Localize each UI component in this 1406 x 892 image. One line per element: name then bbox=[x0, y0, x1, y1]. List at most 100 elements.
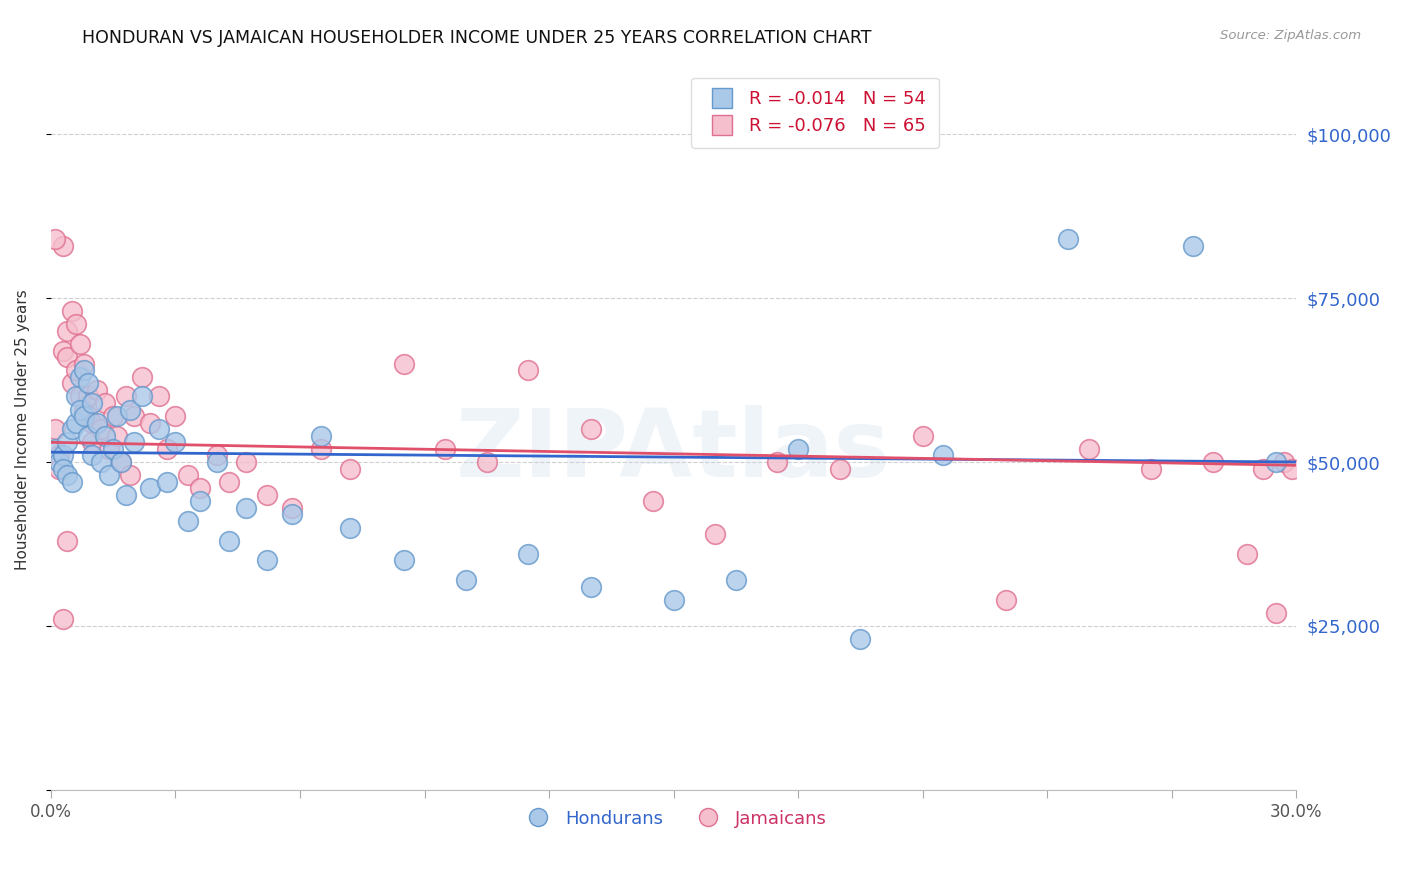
Point bbox=[256, 488, 278, 502]
Point bbox=[177, 468, 200, 483]
Point bbox=[235, 455, 257, 469]
Point bbox=[339, 520, 361, 534]
Point bbox=[235, 500, 257, 515]
Point bbox=[52, 343, 75, 358]
Point bbox=[188, 494, 211, 508]
Point bbox=[65, 389, 87, 403]
Point bbox=[1202, 455, 1225, 469]
Point bbox=[517, 363, 540, 377]
Point bbox=[56, 435, 79, 450]
Point bbox=[69, 402, 91, 417]
Point bbox=[118, 402, 141, 417]
Point bbox=[704, 527, 727, 541]
Point bbox=[105, 409, 128, 423]
Point bbox=[766, 455, 789, 469]
Point bbox=[1236, 547, 1258, 561]
Point bbox=[82, 435, 104, 450]
Point bbox=[60, 475, 83, 489]
Point bbox=[52, 449, 75, 463]
Point bbox=[148, 389, 170, 403]
Point bbox=[77, 389, 100, 403]
Point bbox=[77, 429, 100, 443]
Point bbox=[65, 363, 87, 377]
Point bbox=[148, 422, 170, 436]
Point bbox=[724, 573, 747, 587]
Point bbox=[44, 232, 66, 246]
Point bbox=[44, 422, 66, 436]
Point bbox=[994, 592, 1017, 607]
Point bbox=[787, 442, 810, 456]
Point bbox=[56, 468, 79, 483]
Point bbox=[205, 455, 228, 469]
Point bbox=[114, 389, 136, 403]
Point bbox=[156, 442, 179, 456]
Point bbox=[911, 429, 934, 443]
Point bbox=[280, 508, 302, 522]
Point bbox=[60, 304, 83, 318]
Point bbox=[110, 455, 132, 469]
Point bbox=[188, 481, 211, 495]
Point bbox=[1251, 461, 1274, 475]
Y-axis label: Householder Income Under 25 years: Householder Income Under 25 years bbox=[15, 289, 30, 570]
Point bbox=[56, 324, 79, 338]
Point bbox=[82, 416, 104, 430]
Point bbox=[309, 442, 332, 456]
Point bbox=[1140, 461, 1163, 475]
Point bbox=[256, 553, 278, 567]
Point bbox=[579, 422, 602, 436]
Point bbox=[101, 442, 124, 456]
Point bbox=[77, 409, 100, 423]
Legend: Hondurans, Jamaicans: Hondurans, Jamaicans bbox=[513, 803, 834, 835]
Point bbox=[849, 632, 872, 646]
Point bbox=[86, 416, 108, 430]
Point bbox=[177, 514, 200, 528]
Point bbox=[110, 455, 132, 469]
Point bbox=[114, 488, 136, 502]
Point bbox=[60, 376, 83, 391]
Point bbox=[48, 455, 70, 469]
Point bbox=[662, 592, 685, 607]
Point bbox=[1264, 455, 1286, 469]
Point bbox=[131, 369, 153, 384]
Point bbox=[69, 337, 91, 351]
Point bbox=[392, 357, 415, 371]
Point bbox=[69, 389, 91, 403]
Point bbox=[1077, 442, 1099, 456]
Point bbox=[122, 409, 145, 423]
Point bbox=[73, 402, 96, 417]
Point bbox=[131, 389, 153, 403]
Point bbox=[1057, 232, 1080, 246]
Point bbox=[165, 435, 187, 450]
Point bbox=[60, 422, 83, 436]
Point bbox=[69, 369, 91, 384]
Point bbox=[86, 383, 108, 397]
Point bbox=[94, 429, 117, 443]
Point bbox=[139, 481, 162, 495]
Point bbox=[1181, 238, 1204, 252]
Point bbox=[139, 416, 162, 430]
Point bbox=[828, 461, 851, 475]
Point bbox=[392, 553, 415, 567]
Point bbox=[56, 533, 79, 548]
Text: ZIPAtlas: ZIPAtlas bbox=[456, 405, 891, 497]
Point bbox=[77, 376, 100, 391]
Point bbox=[280, 500, 302, 515]
Point bbox=[52, 461, 75, 475]
Point bbox=[101, 409, 124, 423]
Point bbox=[475, 455, 498, 469]
Point bbox=[73, 363, 96, 377]
Point bbox=[48, 449, 70, 463]
Point bbox=[165, 409, 187, 423]
Point bbox=[122, 435, 145, 450]
Point bbox=[1281, 461, 1303, 475]
Point bbox=[339, 461, 361, 475]
Point bbox=[218, 533, 240, 548]
Point bbox=[94, 396, 117, 410]
Point bbox=[48, 461, 70, 475]
Point bbox=[118, 468, 141, 483]
Point bbox=[65, 318, 87, 332]
Point bbox=[1264, 606, 1286, 620]
Point bbox=[517, 547, 540, 561]
Point bbox=[52, 612, 75, 626]
Point bbox=[65, 416, 87, 430]
